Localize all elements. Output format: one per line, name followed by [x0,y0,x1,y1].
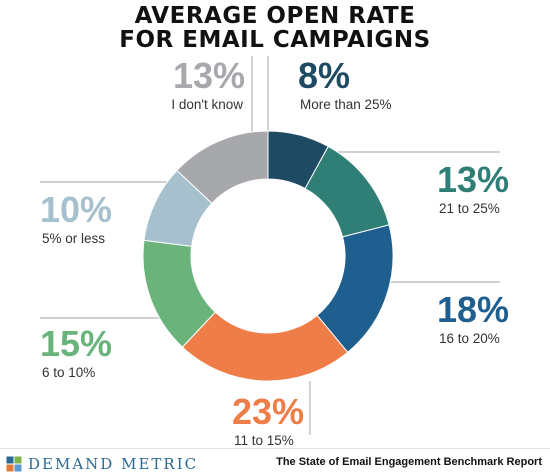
slice-category-label-2: 16 to 20% [439,331,500,346]
chart-title: AVERAGE OPEN RATE FOR EMAIL CAMPAIGNS [0,4,550,52]
slice-category-label-6: I don't know [171,97,243,112]
source-caption: The State of Email Engagement Benchmark … [276,456,542,468]
slice-category-label-5: 5% or less [42,231,105,246]
slice-percent-label-0: 8% [298,55,350,96]
slice-percent-label-6: 13% [173,55,245,96]
slice-percent-label-2: 18% [437,289,509,330]
chart-title-line-2: FOR EMAIL CAMPAIGNS [119,27,431,53]
footer: DEMAND METRIC The State of Email Engagem… [0,448,550,476]
logo-text: DEMAND METRIC [28,455,199,473]
slice-percent-label-3: 23% [232,391,304,432]
slice-category-label-3: 11 to 15% [234,433,294,448]
slice-category-label-4: 6 to 10% [42,365,95,380]
slice-percent-label-5: 10% [40,189,112,230]
logo-square-0 [6,456,14,464]
slice-percent-label-1: 13% [437,159,509,200]
logo-square-1 [14,456,22,464]
chart-title-line-1: AVERAGE OPEN RATE [134,3,416,29]
demand-metric-logo: DEMAND METRIC [6,455,198,473]
donut-slice-3 [181,311,349,382]
logo-square-3 [14,464,22,472]
logo-square-2 [6,464,14,472]
slice-percent-label-4: 15% [40,323,112,364]
slice-category-label-0: More than 25% [300,97,392,112]
donut-chart: 8%More than 25%13%21 to 25%18%16 to 20%2… [40,55,509,448]
slice-category-label-1: 21 to 25% [439,201,500,216]
logo-mark-icon [6,456,22,472]
donut-slice-6 [176,130,269,204]
